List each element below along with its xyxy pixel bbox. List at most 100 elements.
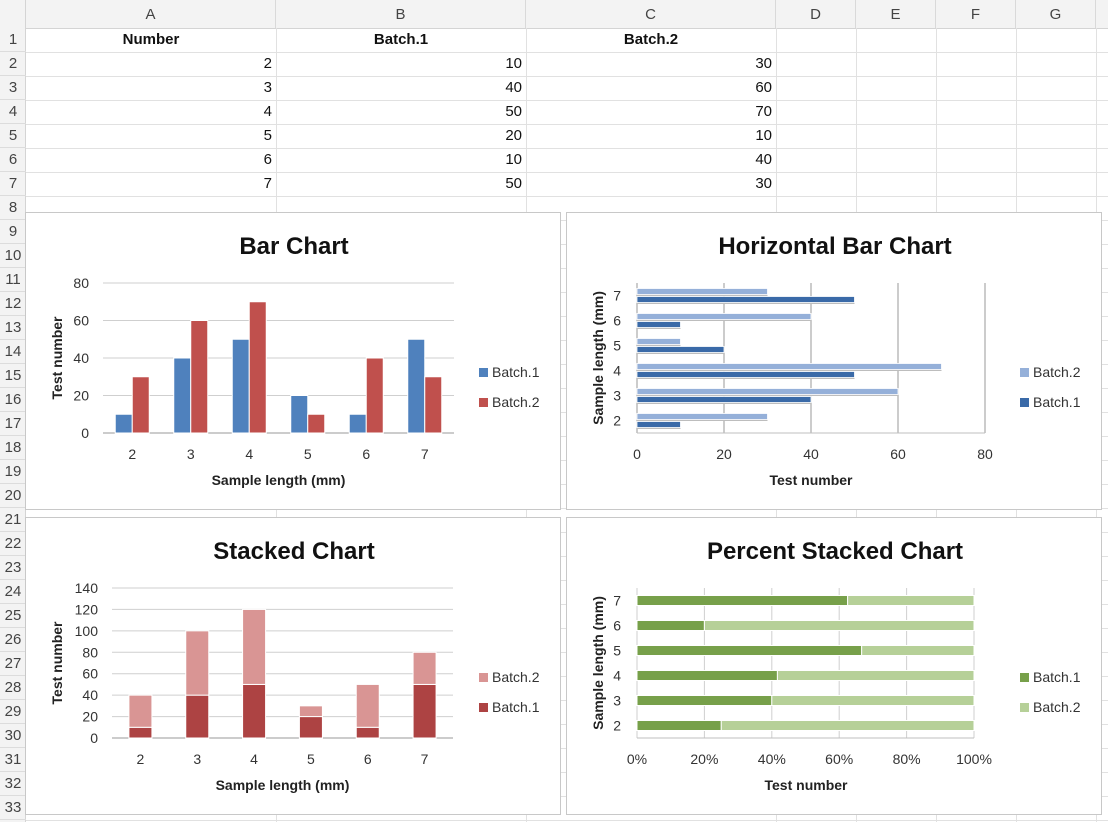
row-header-15[interactable]: 15 [0,364,26,388]
x-tick-label: 2 [137,751,145,767]
row-header-14[interactable]: 14 [0,340,26,364]
row-header-5[interactable]: 5 [0,124,26,148]
x-tick-label: 5 [307,751,315,767]
header-cell-b1[interactable]: Batch.1 [373,31,429,48]
bar-batch.2-3 [185,630,210,696]
cell-a7[interactable]: 7 [263,175,272,192]
cell-c7[interactable]: 30 [755,175,772,192]
x-tick-label: 0 [633,446,641,462]
row-header-26[interactable]: 26 [0,628,26,652]
row-header-12[interactable]: 12 [0,292,26,316]
row-header-7[interactable]: 7 [0,172,26,196]
x-tick-label: 6 [362,446,370,462]
bar-batch.2-2 [720,720,975,731]
row-header-25[interactable]: 25 [0,604,26,628]
column-header-g[interactable]: G [1016,0,1096,28]
cell-a5[interactable]: 5 [263,127,272,144]
bar-batch.2-5 [298,705,323,718]
row-header-3[interactable]: 3 [0,76,26,100]
x-tick-label: 100% [956,751,992,767]
row-header-8[interactable]: 8 [0,196,26,220]
legend-swatch-batch.1 [479,703,488,712]
row-header-17[interactable]: 17 [0,412,26,436]
row-header-32[interactable]: 32 [0,772,26,796]
grid-row-line [26,52,1108,53]
bar-batch.1-5 [636,645,863,656]
row-header-9[interactable]: 9 [0,220,26,244]
row-header-28[interactable]: 28 [0,676,26,700]
select-all-corner[interactable] [0,0,26,28]
x-tick-label: 60 [890,446,906,462]
row-header-21[interactable]: 21 [0,508,26,532]
row-header-13[interactable]: 13 [0,316,26,340]
bar-batch.1-7 [636,296,855,303]
y-tick-label: 40 [73,350,89,366]
cell-b5[interactable]: 20 [505,127,522,144]
bar-batch.2-6 [703,620,975,631]
cell-c2[interactable]: 30 [755,55,772,72]
row-header-24[interactable]: 24 [0,580,26,604]
y-tick-label: 60 [82,666,98,682]
x-tick-label: 3 [187,446,195,462]
bar-chart[interactable]: Bar Chart 0 20 40 60 80 2 3 4 5 6 7 Sample length (m… [25,212,561,510]
legend-swatch-batch.1 [1020,398,1029,407]
cell-b3[interactable]: 40 [505,79,522,96]
column-header-c[interactable]: C [526,0,776,28]
row-header-27[interactable]: 27 [0,652,26,676]
cell-c4[interactable]: 70 [755,103,772,120]
x-tick-label: 5 [304,446,312,462]
cell-b4[interactable]: 50 [505,103,522,120]
cell-c3[interactable]: 60 [755,79,772,96]
cell-c6[interactable]: 40 [755,151,772,168]
cell-b2[interactable]: 10 [505,55,522,72]
stacked-chart[interactable]: Stacked Chart 0 20 40 60 80 100 120 140 2 3 4 5 6 7 Sam… [25,517,561,815]
row-header-11[interactable]: 11 [0,268,26,292]
y-tick-label: 7 [613,593,621,609]
row-header-20[interactable]: 20 [0,484,26,508]
cell-a6[interactable]: 6 [263,151,272,168]
bar-batch.1-7 [407,338,426,434]
column-header-e[interactable]: E [856,0,936,28]
bar-batch.1-7 [636,595,849,606]
cell-b7[interactable]: 50 [505,175,522,192]
bar-batch.1-4 [242,683,267,739]
cell-c5[interactable]: 10 [755,127,772,144]
row-header-23[interactable]: 23 [0,556,26,580]
column-header-f[interactable]: F [936,0,1016,28]
header-cell-a1[interactable]: Number [122,31,180,48]
x-tick-label: 20 [716,446,732,462]
row-header-19[interactable]: 19 [0,460,26,484]
row-header-2[interactable]: 2 [0,52,26,76]
cell-a4[interactable]: 4 [263,103,272,120]
row-header-10[interactable]: 10 [0,244,26,268]
x-axis-title: Sample length (mm) [216,777,350,793]
horizontal-bar-chart-svg: Horizontal Bar Chart 0 20 40 60 80 2 3 4 5 6 7 Test … [590,233,1081,488]
x-axis-title: Test number [770,472,854,488]
row-header-4[interactable]: 4 [0,100,26,124]
bar-batch.1-2 [114,413,133,434]
horizontal-bar-chart[interactable]: Horizontal Bar Chart 0 20 40 60 80 2 3 4 5 6 7 Test … [566,212,1102,510]
y-tick-label: 3 [613,388,621,404]
cell-a3[interactable]: 3 [263,79,272,96]
row-header-33[interactable]: 33 [0,796,26,820]
row-header-30[interactable]: 30 [0,724,26,748]
bar-batch.2-5 [636,338,681,345]
x-axis-title: Test number [765,777,849,793]
column-header-b[interactable]: B [276,0,526,28]
column-header-d[interactable]: D [776,0,856,28]
bar-batch.1-2 [636,421,681,428]
cell-b6[interactable]: 10 [505,151,522,168]
cell-a2[interactable]: 2 [263,55,272,72]
column-header-a[interactable]: A [26,0,276,28]
bar-batch.2-6 [636,313,812,320]
header-cell-c1[interactable]: Batch.2 [623,31,679,48]
row-header-29[interactable]: 29 [0,700,26,724]
row-header-31[interactable]: 31 [0,748,26,772]
row-header-6[interactable]: 6 [0,148,26,172]
percent-stacked-chart-svg: Percent Stacked Chart 0% 20% 40% 60% 80% 100% 2… [590,538,1081,793]
row-header-16[interactable]: 16 [0,388,26,412]
percent-stacked-chart[interactable]: Percent Stacked Chart 0% 20% 40% 60% 80% 100% 2… [566,517,1102,815]
row-header-18[interactable]: 18 [0,436,26,460]
row-header-1[interactable]: 1 [0,28,26,52]
row-header-22[interactable]: 22 [0,532,26,556]
